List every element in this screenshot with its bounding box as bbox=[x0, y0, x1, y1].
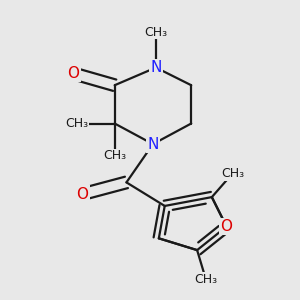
Text: N: N bbox=[150, 60, 162, 75]
Text: CH₃: CH₃ bbox=[144, 26, 167, 39]
Text: O: O bbox=[68, 66, 80, 81]
Text: CH₃: CH₃ bbox=[194, 273, 218, 286]
Text: O: O bbox=[220, 219, 232, 234]
Text: CH₃: CH₃ bbox=[103, 149, 126, 162]
Text: N: N bbox=[147, 136, 159, 152]
Text: CH₃: CH₃ bbox=[65, 117, 88, 130]
Text: O: O bbox=[76, 187, 88, 202]
Text: CH₃: CH₃ bbox=[221, 167, 244, 180]
